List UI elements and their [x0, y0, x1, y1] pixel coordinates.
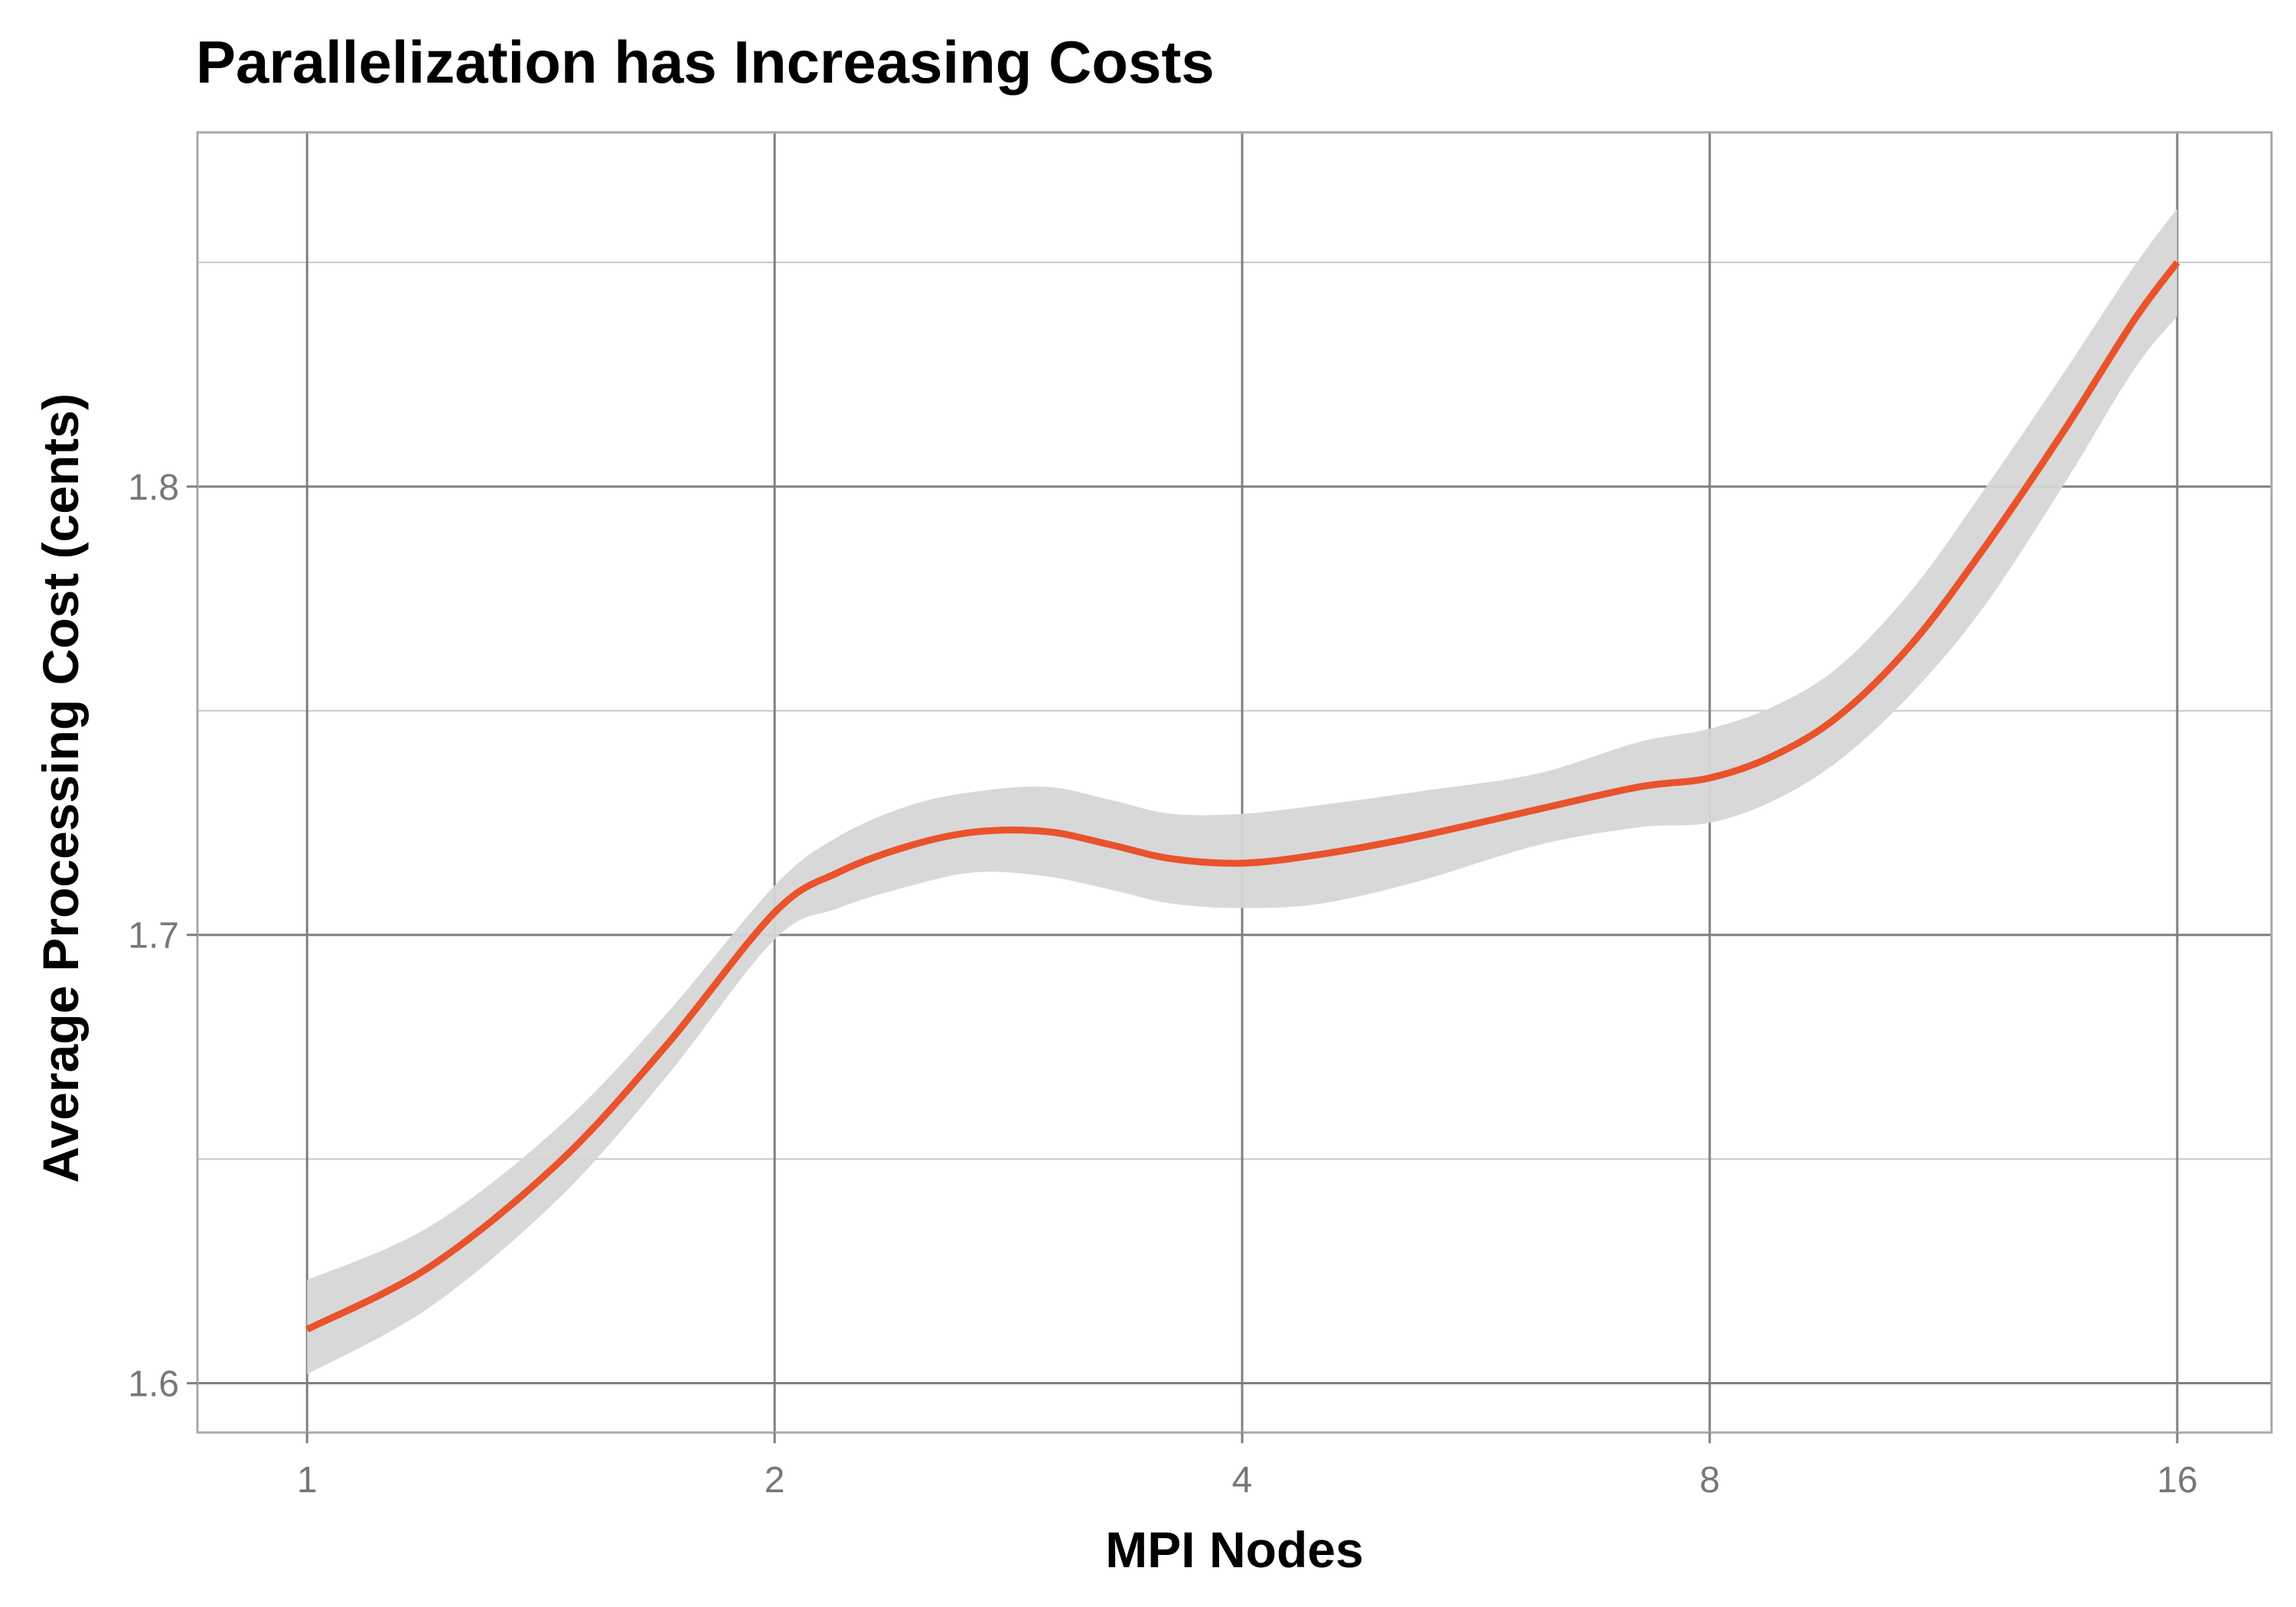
y-tick-label-2: 1.8 — [128, 468, 179, 508]
panel-border — [196, 131, 2273, 1434]
y-axis-title: Average Processing Cost (cents) — [32, 393, 89, 1183]
x-tick-label-4: 16 — [2157, 1460, 2197, 1501]
y-tick-label-0: 1.6 — [128, 1364, 179, 1405]
x-tick-label-2: 4 — [1232, 1460, 1253, 1501]
y-tick-label-1: 1.7 — [128, 916, 179, 957]
x-tick-label-0: 1 — [297, 1460, 318, 1501]
x-tick-label-3: 8 — [1700, 1460, 1720, 1501]
plot-panel: 1 2 4 8 16 1.6 1.7 1.8 — [128, 131, 2273, 1501]
x-tick-label-1: 2 — [765, 1460, 785, 1501]
x-axis-title: MPI Nodes — [1105, 1521, 1363, 1578]
chart-title: Parallelization has Increasing Costs — [196, 28, 1215, 96]
series-line — [305, 260, 2180, 1333]
